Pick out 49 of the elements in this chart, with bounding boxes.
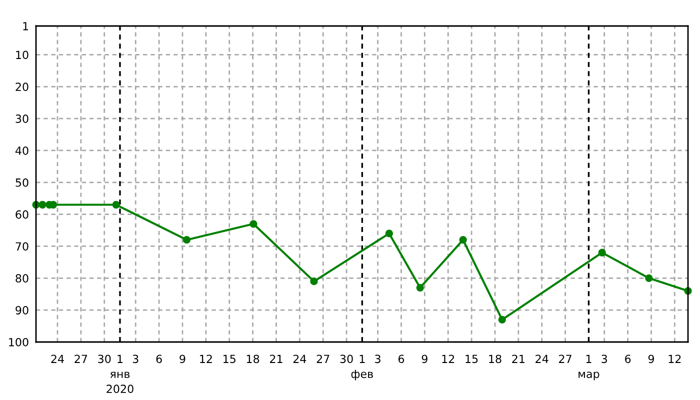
x-tick-label: 6 [625, 354, 631, 364]
point [498, 316, 506, 324]
x-tick-label: 3 [602, 354, 607, 364]
x-tick-label: 18 [489, 354, 502, 364]
x-tick-label: 6 [156, 354, 162, 364]
y-tick-label: 40 [15, 146, 28, 155]
x-tick-label: 24 [536, 354, 548, 363]
x-tick-label: 9 [180, 354, 186, 364]
x-tick-label: 3 [375, 354, 380, 364]
x-tick-label: 12 [200, 354, 212, 363]
point [459, 236, 467, 244]
x-tick-label: 15 [466, 354, 478, 364]
x-tick-label: 12 [668, 354, 681, 363]
y-tick-label: 1 [23, 22, 28, 30]
y-tick-label: 100 [9, 338, 28, 346]
x-tick-label: 15 [224, 354, 236, 364]
x-tick-label: 24 [51, 354, 64, 363]
point [598, 248, 606, 256]
y-tick-label: 70 [16, 242, 28, 251]
x-tick-label: 9 [422, 354, 428, 364]
x-tick-label: 24 [293, 354, 306, 363]
x-tick-label: 6 [398, 354, 404, 364]
y-tick-label: 50 [16, 178, 28, 187]
point [38, 200, 46, 209]
point [112, 200, 120, 209]
y-tick-label: 90 [16, 306, 28, 314]
ref-line-label: 1 мар [578, 354, 600, 380]
y-tick-label: 10 [16, 50, 28, 60]
point [385, 230, 393, 238]
x-tick-label: 21 [270, 354, 282, 363]
x-tick-label: 9 [648, 354, 654, 364]
x-tick-label: 12 [442, 354, 454, 363]
y-tick-label: 80 [16, 274, 28, 283]
point [645, 274, 653, 282]
y-tick-label: 20 [16, 82, 28, 92]
point [310, 278, 318, 286]
x-tick-label: 21 [512, 354, 524, 363]
x-tick-label: 30 [98, 354, 111, 364]
point [416, 284, 424, 292]
x-tick-label: 30 [340, 354, 353, 364]
x-tick-label: 27 [559, 354, 572, 363]
x-tick-label: 18 [246, 354, 260, 364]
x-tick-label: 27 [74, 354, 88, 363]
point [250, 220, 258, 228]
point [182, 236, 191, 244]
y-tick-label: 30 [16, 114, 28, 123]
y-tick-label: 60 [16, 210, 28, 219]
x-tick-label: 3 [132, 354, 138, 364]
x-tick-label: 27 [316, 354, 330, 363]
